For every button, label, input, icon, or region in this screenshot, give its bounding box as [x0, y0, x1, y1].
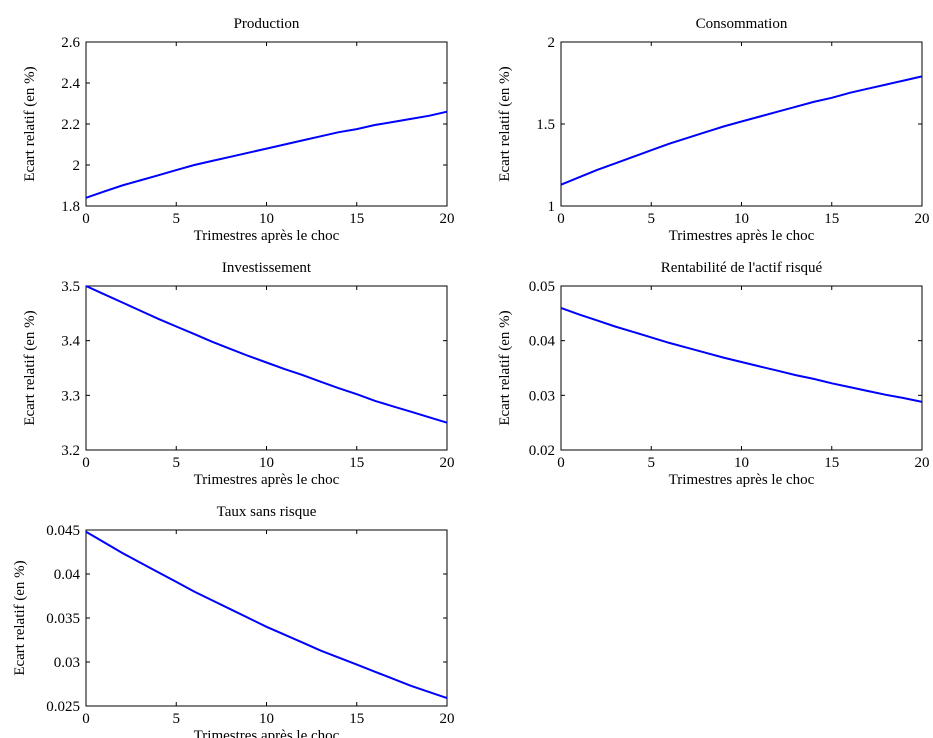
x-axis-label: Trimestres après le choc	[194, 228, 340, 244]
subplot-3: Investissement 0 5 10 15 20 3.2 3.3 3.4 3.5 Trimes…	[22, 260, 455, 488]
x-axis-label: Trimestres après le choc	[669, 472, 815, 488]
x-tick-label: 5	[173, 455, 181, 471]
x-tick-label: 0	[82, 211, 90, 227]
x-tick-label: 5	[173, 711, 181, 727]
x-tick-label: 20	[915, 455, 930, 471]
x-axis-label: Trimestres après le choc	[669, 228, 815, 244]
subplot-title: Taux sans risque	[217, 504, 317, 520]
y-tick-label: 2.2	[61, 117, 80, 133]
y-tick-label: 0.02	[529, 443, 555, 459]
x-tick-label: 15	[349, 711, 364, 727]
y-tick-label: 0.035	[46, 611, 80, 627]
y-axis-label: Ecart relatif (en %)	[22, 310, 38, 425]
axes-box	[560, 41, 923, 207]
x-tick-label: 0	[82, 711, 90, 727]
x-tick-label: 15	[824, 455, 839, 471]
series-line	[85, 530, 448, 700]
axes-box	[560, 285, 923, 451]
y-tick-label: 3.5	[61, 279, 80, 295]
x-tick-label: 20	[440, 711, 455, 727]
x-tick-label: 15	[824, 211, 839, 227]
x-tick-label: 10	[259, 455, 274, 471]
y-tick-label: 0.03	[529, 388, 555, 404]
series-line	[85, 285, 448, 424]
x-tick-label: 0	[557, 211, 565, 227]
subplot-4: Rentabilité de l'actif risqué 0 5 10 15 20 0.0…	[497, 260, 930, 488]
x-tick-label: 0	[82, 455, 90, 471]
x-tick-label: 20	[440, 455, 455, 471]
y-axis-label: Ecart relatif (en %)	[12, 560, 28, 675]
y-tick-label: 2	[548, 35, 556, 51]
y-axis-label: Ecart relatif (en %)	[497, 310, 513, 425]
subplot-title: Production	[234, 16, 300, 32]
x-tick-label: 5	[173, 211, 181, 227]
x-tick-label: 5	[648, 455, 656, 471]
y-tick-label: 0.025	[46, 699, 80, 715]
x-tick-label: 10	[734, 455, 749, 471]
y-tick-label: 3.2	[61, 443, 80, 459]
x-tick-label: 10	[259, 711, 274, 727]
y-tick-label: 0.05	[529, 279, 555, 295]
x-tick-label: 10	[734, 211, 749, 227]
y-tick-label: 1.8	[61, 199, 80, 215]
y-tick-label: 1	[548, 199, 556, 215]
x-tick-label: 0	[557, 455, 565, 471]
subplot-title: Investissement	[222, 260, 312, 276]
x-axis-label: Trimestres après le choc	[194, 472, 340, 488]
y-tick-label: 1.5	[536, 117, 555, 133]
x-tick-label: 10	[259, 211, 274, 227]
x-tick-label: 15	[349, 211, 364, 227]
x-tick-label: 20	[440, 211, 455, 227]
y-axis-label: Ecart relatif (en %)	[22, 66, 38, 181]
subplot-2: Consommation 0 5 10 15 20 1 1.5 2 Trimestres aprè…	[497, 16, 930, 244]
y-tick-label: 0.04	[54, 567, 81, 583]
x-tick-label: 20	[915, 211, 930, 227]
series-line	[560, 75, 923, 186]
subplot-title: Consommation	[696, 16, 788, 32]
x-tick-label: 5	[648, 211, 656, 227]
y-tick-label: 0.045	[46, 523, 80, 539]
series-line	[85, 110, 448, 199]
y-tick-label: 3.4	[61, 334, 80, 350]
subplot-1: Production 0 5 10 15 20 1.8 2 2.2 2.4 2.6 Trimestre…	[22, 16, 455, 244]
y-tick-label: 2.6	[61, 35, 80, 51]
y-tick-label: 2.4	[61, 76, 80, 92]
x-axis-label: Trimestres après le choc	[194, 728, 340, 738]
y-tick-label: 0.03	[54, 655, 80, 671]
y-tick-label: 0.04	[529, 334, 556, 350]
subplot-5: Taux sans risque 0 5 10 15 20 0.025 0.03 0.035 0.…	[12, 504, 455, 738]
series-line	[560, 306, 923, 403]
subplot-title: Rentabilité de l'actif risqué	[661, 260, 823, 276]
y-axis-label: Ecart relatif (en %)	[497, 66, 513, 181]
y-tick-label: 3.3	[61, 388, 80, 404]
y-tick-label: 2	[73, 158, 81, 174]
x-tick-label: 15	[349, 455, 364, 471]
